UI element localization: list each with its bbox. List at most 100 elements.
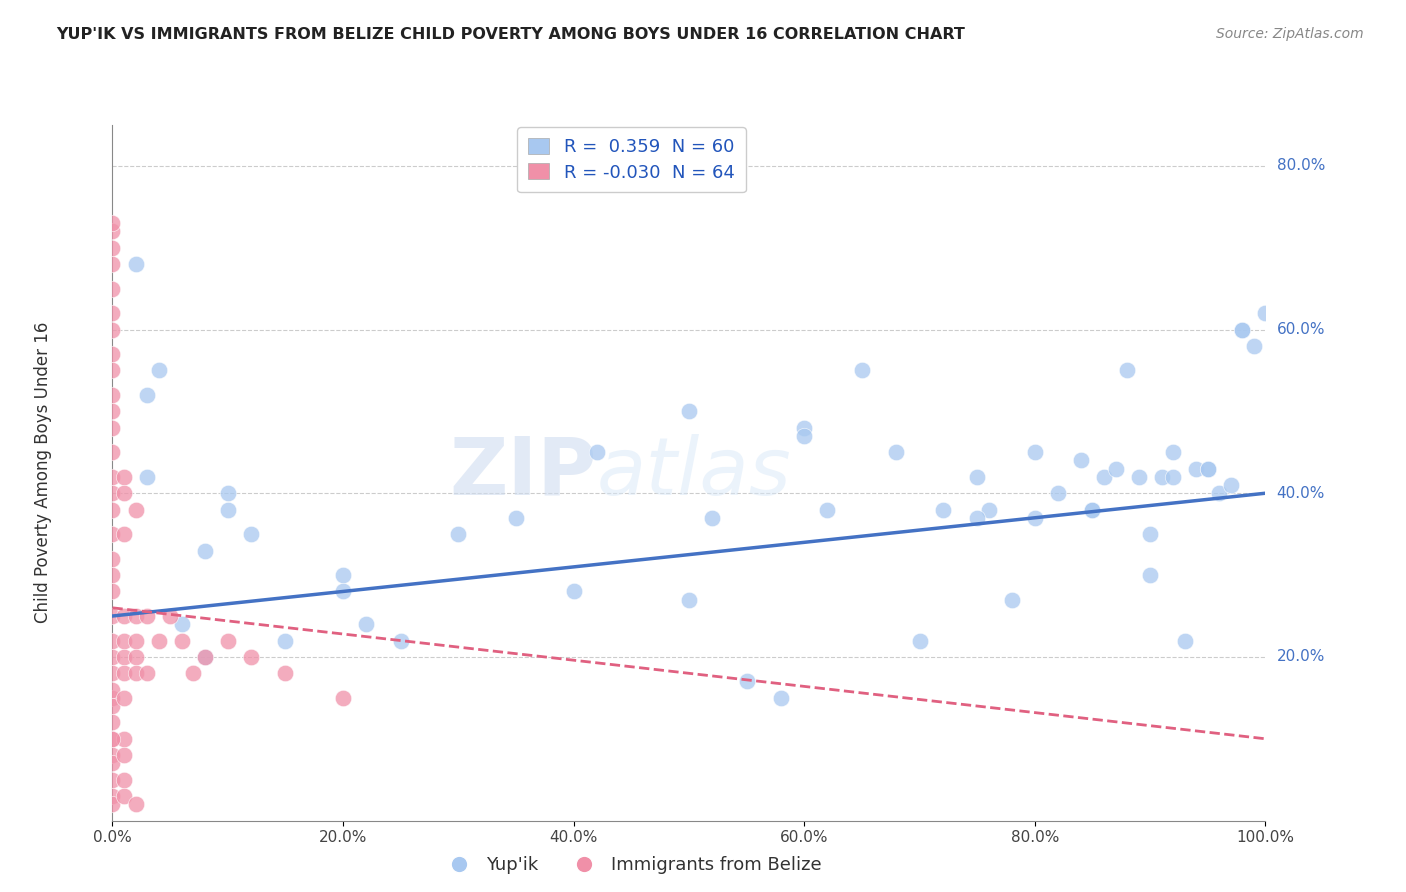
Point bbox=[101, 633, 124, 648]
Point bbox=[101, 224, 124, 238]
Point bbox=[124, 666, 146, 681]
Text: 20.0%: 20.0% bbox=[1277, 649, 1324, 665]
Point bbox=[101, 731, 124, 746]
Point bbox=[217, 633, 239, 648]
Text: ZIP: ZIP bbox=[450, 434, 596, 512]
Point bbox=[1128, 470, 1150, 484]
Point bbox=[101, 502, 124, 516]
Point bbox=[977, 502, 1000, 516]
Point bbox=[1185, 461, 1208, 475]
Point bbox=[112, 633, 135, 648]
Point bbox=[112, 486, 135, 500]
Point bbox=[101, 322, 124, 336]
Point bbox=[101, 715, 124, 730]
Point bbox=[124, 633, 146, 648]
Point bbox=[101, 216, 124, 230]
Point bbox=[332, 690, 354, 705]
Point bbox=[1150, 470, 1173, 484]
Point bbox=[170, 617, 193, 632]
Point bbox=[101, 241, 124, 255]
Point bbox=[101, 690, 124, 705]
Point bbox=[239, 649, 262, 664]
Point bbox=[1161, 445, 1184, 459]
Point bbox=[562, 584, 585, 599]
Point bbox=[1197, 461, 1219, 475]
Point bbox=[793, 421, 815, 435]
Text: 60.0%: 60.0% bbox=[1277, 322, 1324, 337]
Point bbox=[101, 363, 124, 377]
Point bbox=[239, 527, 262, 541]
Point bbox=[101, 731, 124, 746]
Point bbox=[1024, 445, 1046, 459]
Point bbox=[1161, 470, 1184, 484]
Point bbox=[101, 772, 124, 787]
Point bbox=[966, 510, 988, 524]
Point bbox=[101, 666, 124, 681]
Point bbox=[700, 510, 723, 524]
Point bbox=[332, 568, 354, 582]
Point bbox=[112, 666, 135, 681]
Point bbox=[101, 682, 124, 697]
Point bbox=[1116, 363, 1139, 377]
Text: 80.0%: 80.0% bbox=[1277, 158, 1324, 173]
Text: 40.0%: 40.0% bbox=[1277, 486, 1324, 500]
Point bbox=[1254, 306, 1277, 320]
Point bbox=[101, 470, 124, 484]
Point bbox=[770, 690, 793, 705]
Point bbox=[112, 731, 135, 746]
Point bbox=[148, 633, 170, 648]
Point bbox=[1219, 478, 1241, 492]
Point bbox=[1197, 461, 1219, 475]
Point bbox=[851, 363, 873, 377]
Point bbox=[101, 649, 124, 664]
Point bbox=[101, 306, 124, 320]
Point bbox=[966, 470, 988, 484]
Point bbox=[101, 789, 124, 803]
Point bbox=[124, 797, 146, 812]
Point bbox=[354, 617, 377, 632]
Point bbox=[112, 772, 135, 787]
Point bbox=[194, 543, 217, 558]
Point bbox=[101, 388, 124, 402]
Point bbox=[101, 527, 124, 541]
Point bbox=[505, 510, 527, 524]
Text: atlas: atlas bbox=[596, 434, 792, 512]
Point bbox=[101, 445, 124, 459]
Point bbox=[101, 421, 124, 435]
Point bbox=[1081, 502, 1104, 516]
Point bbox=[1070, 453, 1092, 467]
Point bbox=[1243, 339, 1265, 353]
Point bbox=[112, 690, 135, 705]
Point bbox=[148, 363, 170, 377]
Point bbox=[101, 748, 124, 763]
Point bbox=[1046, 486, 1069, 500]
Point bbox=[101, 404, 124, 418]
Point bbox=[678, 592, 700, 607]
Point bbox=[815, 502, 838, 516]
Point bbox=[136, 388, 159, 402]
Point bbox=[101, 797, 124, 812]
Point bbox=[678, 404, 700, 418]
Point bbox=[124, 502, 146, 516]
Point bbox=[447, 527, 470, 541]
Point bbox=[389, 633, 412, 648]
Point bbox=[112, 649, 135, 664]
Point bbox=[101, 609, 124, 624]
Point bbox=[735, 674, 758, 689]
Point bbox=[1139, 527, 1161, 541]
Point bbox=[217, 486, 239, 500]
Point bbox=[194, 649, 217, 664]
Text: Child Poverty Among Boys Under 16: Child Poverty Among Boys Under 16 bbox=[34, 322, 52, 624]
Text: YUP'IK VS IMMIGRANTS FROM BELIZE CHILD POVERTY AMONG BOYS UNDER 16 CORRELATION C: YUP'IK VS IMMIGRANTS FROM BELIZE CHILD P… bbox=[56, 27, 965, 42]
Point bbox=[112, 527, 135, 541]
Point bbox=[101, 699, 124, 714]
Point bbox=[1139, 568, 1161, 582]
Point bbox=[101, 568, 124, 582]
Point bbox=[159, 609, 181, 624]
Point bbox=[1208, 486, 1230, 500]
Point bbox=[908, 633, 931, 648]
Point bbox=[1232, 322, 1254, 336]
Text: Source: ZipAtlas.com: Source: ZipAtlas.com bbox=[1216, 27, 1364, 41]
Legend: Yup'ik, Immigrants from Belize: Yup'ik, Immigrants from Belize bbox=[434, 849, 828, 881]
Point bbox=[101, 584, 124, 599]
